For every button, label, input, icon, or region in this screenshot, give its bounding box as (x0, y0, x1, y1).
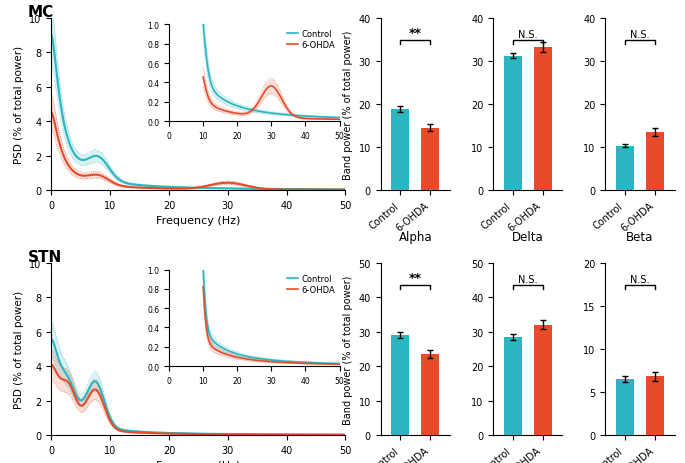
Bar (534, 48, 552, 191)
X-axis label: Frequency (Hz): Frequency (Hz) (156, 216, 240, 226)
Text: **: ** (409, 272, 422, 285)
Bar (646, 132, 664, 191)
Y-axis label: Band power (% of total power): Band power (% of total power) (343, 30, 353, 179)
Title: Delta: Delta (512, 231, 544, 244)
Y-axis label: PSD (% of total power): PSD (% of total power) (14, 290, 24, 408)
Text: N.S.: N.S. (518, 275, 538, 285)
Text: MC: MC (28, 5, 54, 20)
Title: Beta: Beta (626, 231, 653, 244)
Text: **: ** (409, 27, 422, 40)
Bar (646, 377, 664, 435)
Bar (421, 354, 440, 435)
Text: N.S.: N.S. (630, 275, 650, 285)
Bar (534, 325, 552, 435)
Text: N.S.: N.S. (630, 30, 650, 40)
Bar (616, 379, 634, 435)
Bar (503, 337, 522, 435)
Text: N.S.: N.S. (518, 30, 538, 40)
X-axis label: Frequency (Hz): Frequency (Hz) (156, 460, 240, 463)
Bar (503, 56, 522, 191)
Bar (616, 146, 634, 191)
Text: STN: STN (28, 249, 62, 264)
Bar (391, 110, 410, 191)
Y-axis label: PSD (% of total power): PSD (% of total power) (14, 46, 24, 163)
Bar (421, 128, 440, 191)
Title: Alpha: Alpha (399, 231, 432, 244)
Bar (391, 335, 410, 435)
Y-axis label: Band power (% of total power): Band power (% of total power) (343, 275, 353, 424)
